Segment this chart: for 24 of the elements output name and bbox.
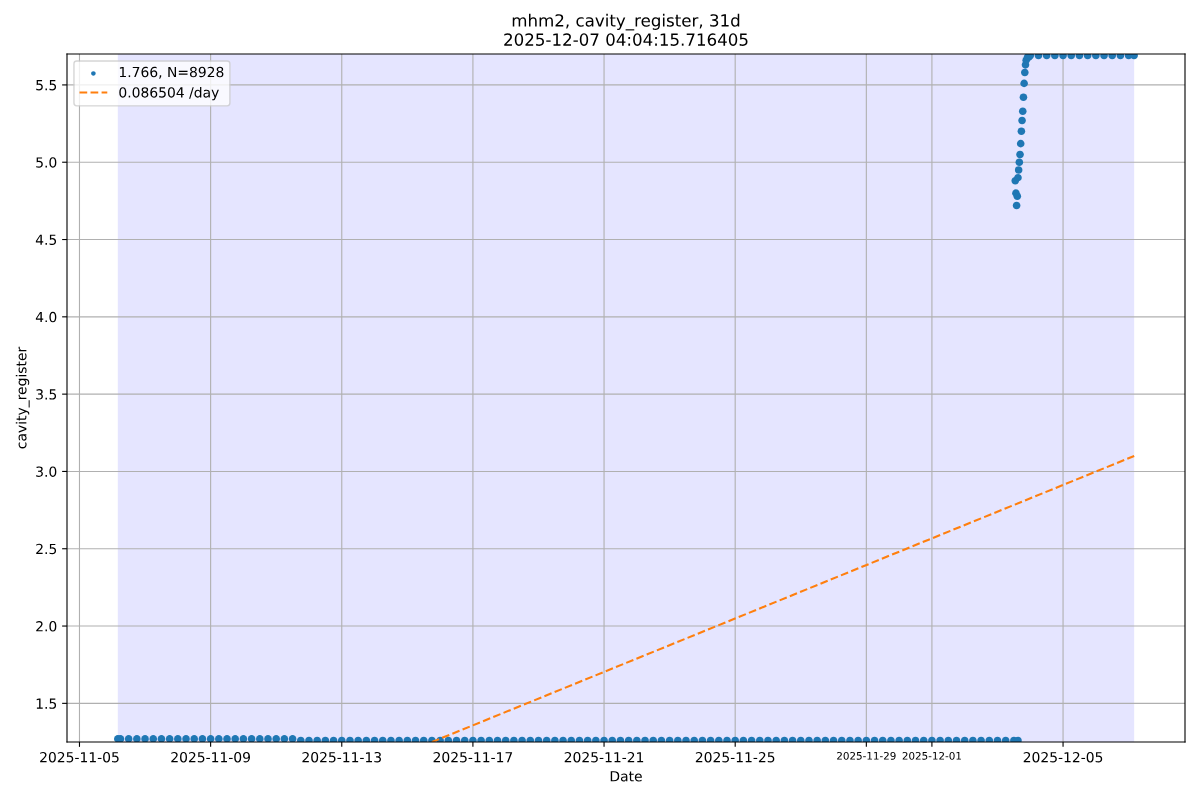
- y-axis-title: cavity_register: [15, 346, 30, 449]
- y-tick-label: 2.5: [36, 543, 57, 555]
- x-tick-label: 2025-11-29: [837, 751, 896, 760]
- x-tick-label: 2025-11-17: [433, 751, 513, 763]
- x-tick-label: 2025-11-25: [695, 751, 775, 763]
- legend-label: 0.086504 /day: [119, 86, 219, 101]
- x-axis-title: Date: [610, 771, 642, 782]
- x-tick-label: 2025-11-13: [302, 751, 382, 763]
- x-tick-label: 2025-11-05: [40, 751, 119, 763]
- y-tick-label: 3.5: [36, 389, 57, 400]
- x-tick-label: 2025-12-01: [902, 751, 961, 760]
- y-tick-label: 5.0: [36, 157, 57, 168]
- y-tick-label: 1.5: [36, 698, 57, 709]
- y-tick-label: 5.5: [36, 80, 57, 91]
- x-tick-label: 2025-12-05: [1023, 751, 1103, 763]
- y-tick-label: 2.0: [36, 621, 57, 632]
- y-tick-label: 4.5: [35, 234, 57, 245]
- y-tick-label: 3.0: [36, 466, 57, 477]
- chart-subtitle: 2025-12-07 04:04:15.716405: [504, 33, 748, 46]
- x-tick-label: 2025-11-21: [564, 751, 644, 763]
- y-tick-label: 4.0: [35, 311, 57, 323]
- legend-label: 1.766, N=8928: [119, 66, 224, 79]
- chart-title: mhm2, cavity_register, 31d: [512, 13, 740, 31]
- x-tick-label: 2025-11-09: [171, 751, 250, 763]
